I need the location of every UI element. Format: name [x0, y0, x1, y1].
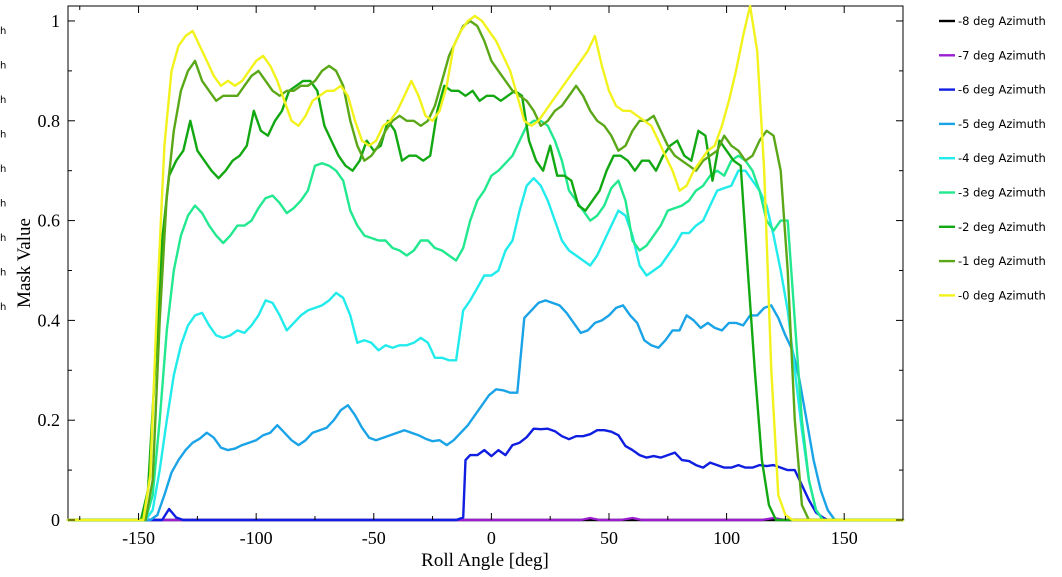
y-tick-label: 1 — [51, 11, 60, 31]
legend-label: -5 deg Azimuth — [958, 117, 1046, 131]
series-line — [66, 79, 905, 522]
axes: -150 -100 -50 0 50 100 150 0 0.2 0.4 0.6 0.8 1 — [38, 6, 904, 548]
stray-fragment: h — [0, 61, 6, 72]
legend-label: -8 deg Azimuth — [958, 14, 1046, 28]
x-tick-label: -50 — [362, 528, 386, 548]
legend: -8 deg Azimuth -7 deg Azimuth -6 deg Azimu… — [939, 14, 1046, 302]
y-axis-title: Mask Value — [14, 218, 35, 308]
x-tick-label: 100 — [713, 528, 740, 548]
stray-fragment: h — [0, 302, 6, 313]
stray-fragment: h — [0, 164, 6, 175]
y-tick-label: 0.6 — [38, 211, 61, 231]
stray-fragment: h — [0, 268, 6, 279]
legend-label: -7 deg Azimuth — [958, 48, 1046, 62]
stray-fragment: h — [0, 26, 6, 37]
legend-label: -0 deg Azimuth — [958, 288, 1046, 302]
y-tick-label: 0.4 — [38, 310, 61, 330]
stray-label-fragments: h h h h h h h h h — [0, 26, 6, 313]
series-line — [66, 119, 905, 522]
x-tick-label: 150 — [831, 528, 858, 548]
x-tick-label: 0 — [487, 528, 496, 548]
series-line — [66, 169, 905, 522]
x-tick-label: -150 — [122, 528, 155, 548]
stray-fragment: h — [0, 95, 6, 106]
series-line — [66, 427, 905, 522]
stray-fragment: h — [0, 199, 6, 210]
series-line — [66, 4, 905, 522]
stray-fragment: h — [0, 130, 6, 141]
x-tick-label: 50 — [600, 528, 618, 548]
x-tick-label: -100 — [240, 528, 273, 548]
legend-label: -6 deg Azimuth — [958, 83, 1046, 97]
legend-label: -1 deg Azimuth — [958, 254, 1046, 268]
legend-label: -3 deg Azimuth — [958, 186, 1046, 200]
legend-label: -4 deg Azimuth — [958, 151, 1046, 165]
stray-fragment: h — [0, 233, 6, 244]
y-tick-label: 0.8 — [38, 111, 61, 131]
y-tick-label: 0 — [51, 510, 60, 530]
x-axis-title: Roll Angle [deg] — [421, 550, 549, 571]
y-tick-label: 0.2 — [38, 410, 61, 430]
legend-label: -2 deg Azimuth — [958, 220, 1046, 234]
series-line — [66, 299, 905, 522]
series-lines — [66, 4, 905, 522]
series-line — [66, 19, 905, 522]
